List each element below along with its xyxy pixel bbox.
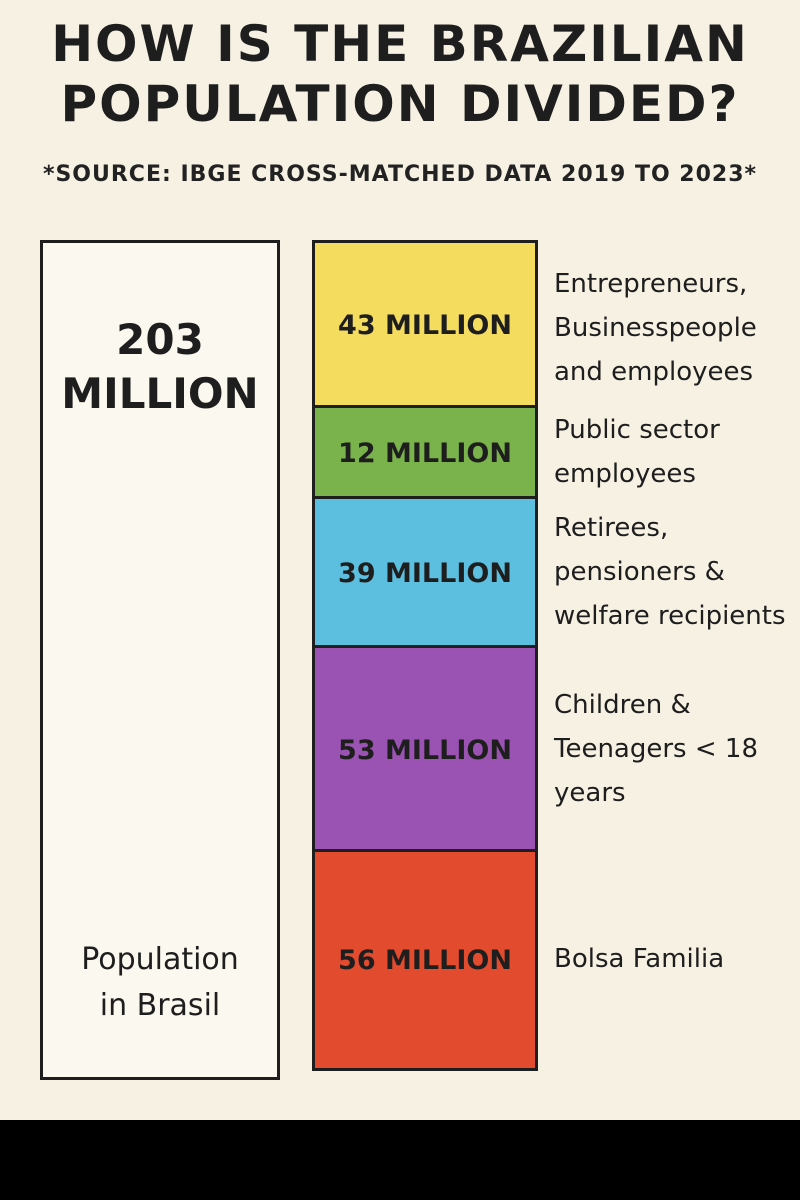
total-value-line-1: 203 bbox=[116, 315, 204, 364]
segment-value-label: 56 MILLION bbox=[338, 944, 512, 976]
segment-value-label: 43 MILLION bbox=[338, 310, 512, 341]
chart-title: HOW IS THE BRAZILIAN POPULATION DIVIDED? bbox=[0, 14, 800, 134]
category-label-line: Bolsa Familia bbox=[554, 944, 725, 974]
category-label-line: Entrepreneurs, bbox=[554, 269, 748, 299]
source-note: *SOURCE: IBGE CROSS-MATCHED DATA 2019 TO… bbox=[42, 162, 758, 187]
infographic-poster: HOW IS THE BRAZILIAN POPULATION DIVIDED?… bbox=[0, 0, 800, 1120]
segment-5: 56 MILLION bbox=[312, 849, 538, 1071]
segment-category-label: Children & Teenagers < 18 years bbox=[554, 683, 794, 815]
segment-stack: 43 MILLION 12 MILLION 39 MILLION 53 MILLION… bbox=[312, 240, 538, 1080]
total-label-line-2: in Brasil bbox=[99, 988, 221, 1023]
segment-4: 53 MILLION bbox=[312, 645, 538, 855]
category-label-line: welfare recipients bbox=[554, 601, 786, 631]
segment-category-label: Entrepreneurs, Businesspeople and employee… bbox=[554, 262, 794, 394]
bottom-black-bar bbox=[0, 1120, 800, 1200]
category-label-line: Businesspeople bbox=[554, 313, 757, 343]
segment-value-label: 39 MILLION bbox=[338, 558, 512, 589]
segment-value-label: 12 MILLION bbox=[338, 438, 512, 469]
total-population-label: Population in Brasil bbox=[43, 937, 277, 1029]
segment-category-label: Retirees, pensioners & welfare recipients bbox=[554, 506, 794, 638]
category-label-line: pensioners & bbox=[554, 557, 725, 587]
total-label-line-1: Population bbox=[81, 942, 239, 977]
title-line-1: HOW IS THE BRAZILIAN bbox=[51, 15, 749, 73]
category-label-line: Children & bbox=[554, 690, 691, 720]
total-population-bar: 203 MILLION Population in Brasil bbox=[40, 240, 280, 1080]
segment-category-label: Bolsa Familia bbox=[554, 937, 794, 981]
segment-value-label: 53 MILLION bbox=[338, 734, 512, 766]
segment-3: 39 MILLION bbox=[312, 496, 538, 651]
category-label-line: and employees bbox=[554, 357, 754, 387]
category-label-line: Retirees, bbox=[554, 513, 669, 543]
category-label-line: years bbox=[554, 778, 626, 808]
category-label-line: Public sector bbox=[554, 415, 720, 445]
category-label-line: Teenagers < 18 bbox=[554, 734, 759, 764]
title-line-2: POPULATION DIVIDED? bbox=[60, 75, 740, 133]
segment-2: 12 MILLION bbox=[312, 405, 538, 502]
segment-1: 43 MILLION bbox=[312, 240, 538, 411]
category-label-line: employees bbox=[554, 459, 696, 489]
total-population-value: 203 MILLION bbox=[43, 313, 277, 421]
total-value-line-2: MILLION bbox=[61, 369, 259, 418]
segment-category-label: Public sector employees bbox=[554, 408, 794, 496]
